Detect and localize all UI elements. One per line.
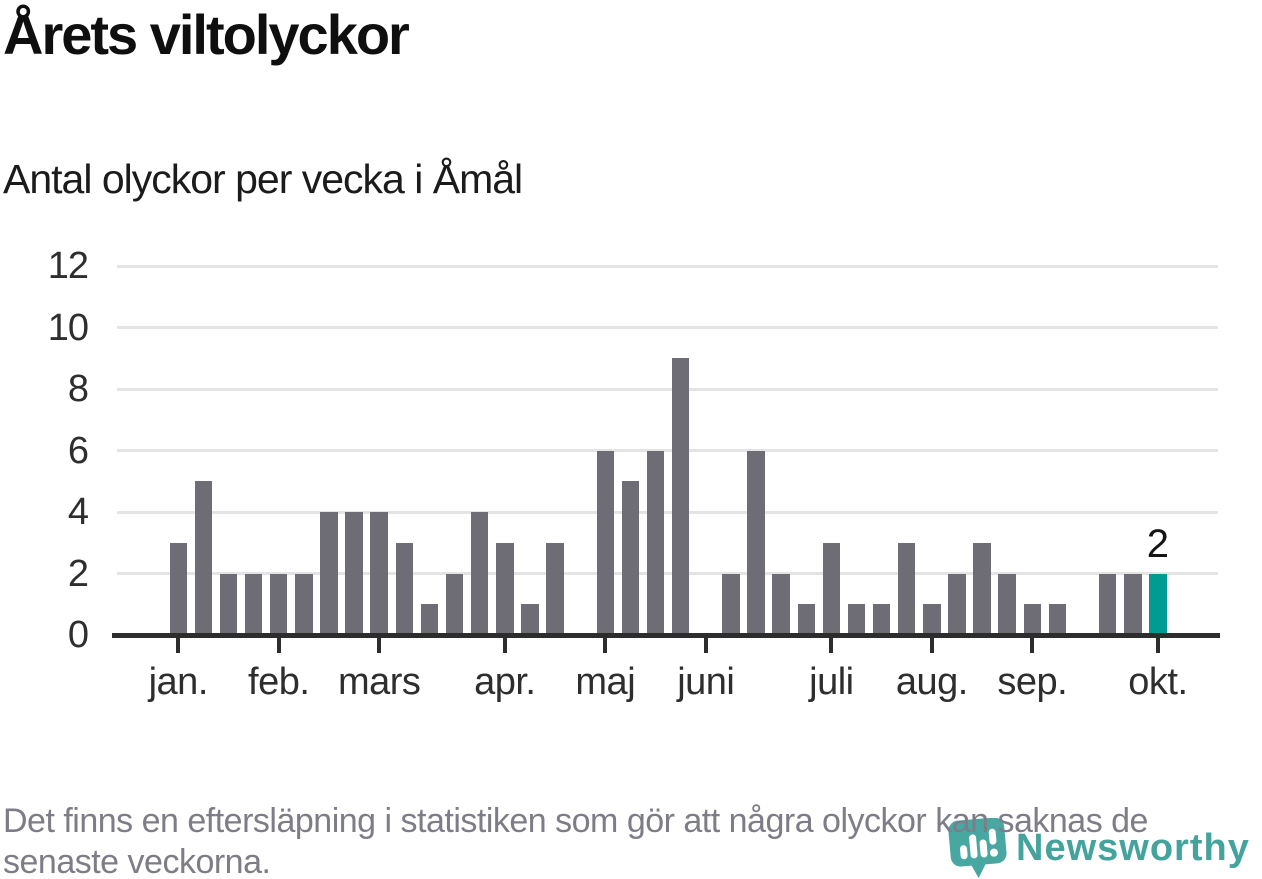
bar-week-34 <box>998 573 1016 635</box>
y-tick-label-2: 2 <box>67 552 89 595</box>
y-tick-label-12: 12 <box>47 245 89 287</box>
x-tick-label-juni: juni <box>677 661 735 703</box>
bar-week-12 <box>445 573 464 635</box>
bar-chart: 0 2 4 6 8 10 12 jan. feb. mars apr. maj juni juli aug… <box>47 245 1220 703</box>
highlight-value-label: 2 <box>1146 521 1170 566</box>
y-tick-label-8: 8 <box>67 368 89 410</box>
y-tick-label-10: 10 <box>47 306 89 349</box>
bar-week-13 <box>470 512 489 635</box>
bar-week-32 <box>948 573 966 635</box>
bar-week-20 <box>646 450 665 635</box>
x-tick-label-mars: mars <box>337 661 421 703</box>
bar-week-25 <box>772 573 790 635</box>
x-tick-label-apr: apr. <box>474 661 536 703</box>
bar-week-9 <box>370 512 388 635</box>
bar-week-36 <box>1048 604 1067 635</box>
x-tick-juli <box>829 638 834 653</box>
bar-week-29 <box>872 604 891 635</box>
footnote: Det finns en eftersläpning i statistiken… <box>3 802 1148 879</box>
bar-week-21 <box>671 358 690 635</box>
x-tick-label-maj: maj <box>575 661 636 703</box>
bar-week-5 <box>269 573 288 635</box>
newsworthy-logo: Newsworthy <box>948 816 1262 879</box>
bar-week-31 <box>923 604 941 635</box>
y-tick-label-6: 6 <box>67 429 89 472</box>
gridline-y2 <box>117 572 1218 575</box>
bar-week-38 <box>1098 573 1117 635</box>
chart-subtitle: Antal olyckor per vecka i Åmål <box>3 156 523 202</box>
x-tick-label-feb: feb. <box>248 661 310 703</box>
gridline-y4 <box>117 510 1218 514</box>
gridline-y12 <box>117 264 1218 268</box>
x-tick-label-sep: sep. <box>997 661 1068 703</box>
gridline-y10 <box>117 326 1218 329</box>
x-tick-sep <box>1030 638 1035 653</box>
bar-week-15 <box>521 604 539 635</box>
bar-week-8 <box>345 512 363 635</box>
x-tick-label-juli: juli <box>809 661 854 703</box>
bar-week-39 <box>1124 573 1142 635</box>
bar-week-1 <box>169 542 187 635</box>
bar-week-11 <box>420 604 439 635</box>
bar-week-35 <box>1023 604 1042 635</box>
bar-week-2 <box>194 481 213 635</box>
bar-week-4 <box>244 573 263 635</box>
bar-week-18 <box>596 450 615 635</box>
bar-week-23 <box>722 573 740 635</box>
newsworthy-wordmark: Newsworthy <box>1016 827 1250 869</box>
x-tick-label-jan: jan. <box>148 661 209 703</box>
chart-title: Årets viltolyckor <box>3 3 410 66</box>
x-tick-label-aug: aug. <box>895 661 968 703</box>
bar-week-3 <box>219 573 238 635</box>
gridline-y6 <box>117 449 1218 452</box>
bar-week-19 <box>621 481 640 635</box>
x-tick-maj <box>603 638 608 653</box>
newsworthy-icon <box>948 818 1007 879</box>
x-axis-line <box>112 633 1220 638</box>
gridline-y8 <box>117 387 1218 391</box>
x-tick-mars <box>377 638 382 653</box>
bar-week-6 <box>295 573 313 635</box>
bar-week-7 <box>320 512 338 635</box>
x-tick-jan <box>176 638 181 653</box>
y-tick-label-0: 0 <box>67 614 89 656</box>
bar-week-16 <box>546 542 564 635</box>
x-tick-feb <box>276 638 281 653</box>
y-tick-label-4: 4 <box>67 491 89 533</box>
x-tick-juni <box>703 638 708 653</box>
bar-week-10 <box>395 542 414 635</box>
bar-week-14 <box>496 542 514 635</box>
x-tick-okt <box>1155 638 1160 653</box>
bar-week-24 <box>747 450 765 635</box>
x-tick-label-okt: okt. <box>1128 661 1188 703</box>
bar-week-26 <box>797 604 815 635</box>
bar-week-40 <box>1149 573 1167 635</box>
x-tick-apr <box>502 638 507 653</box>
bar-week-27 <box>822 542 841 635</box>
bar-week-30 <box>897 542 916 635</box>
bar-week-28 <box>847 604 866 635</box>
x-tick-aug <box>929 638 934 653</box>
bar-week-33 <box>973 542 991 635</box>
